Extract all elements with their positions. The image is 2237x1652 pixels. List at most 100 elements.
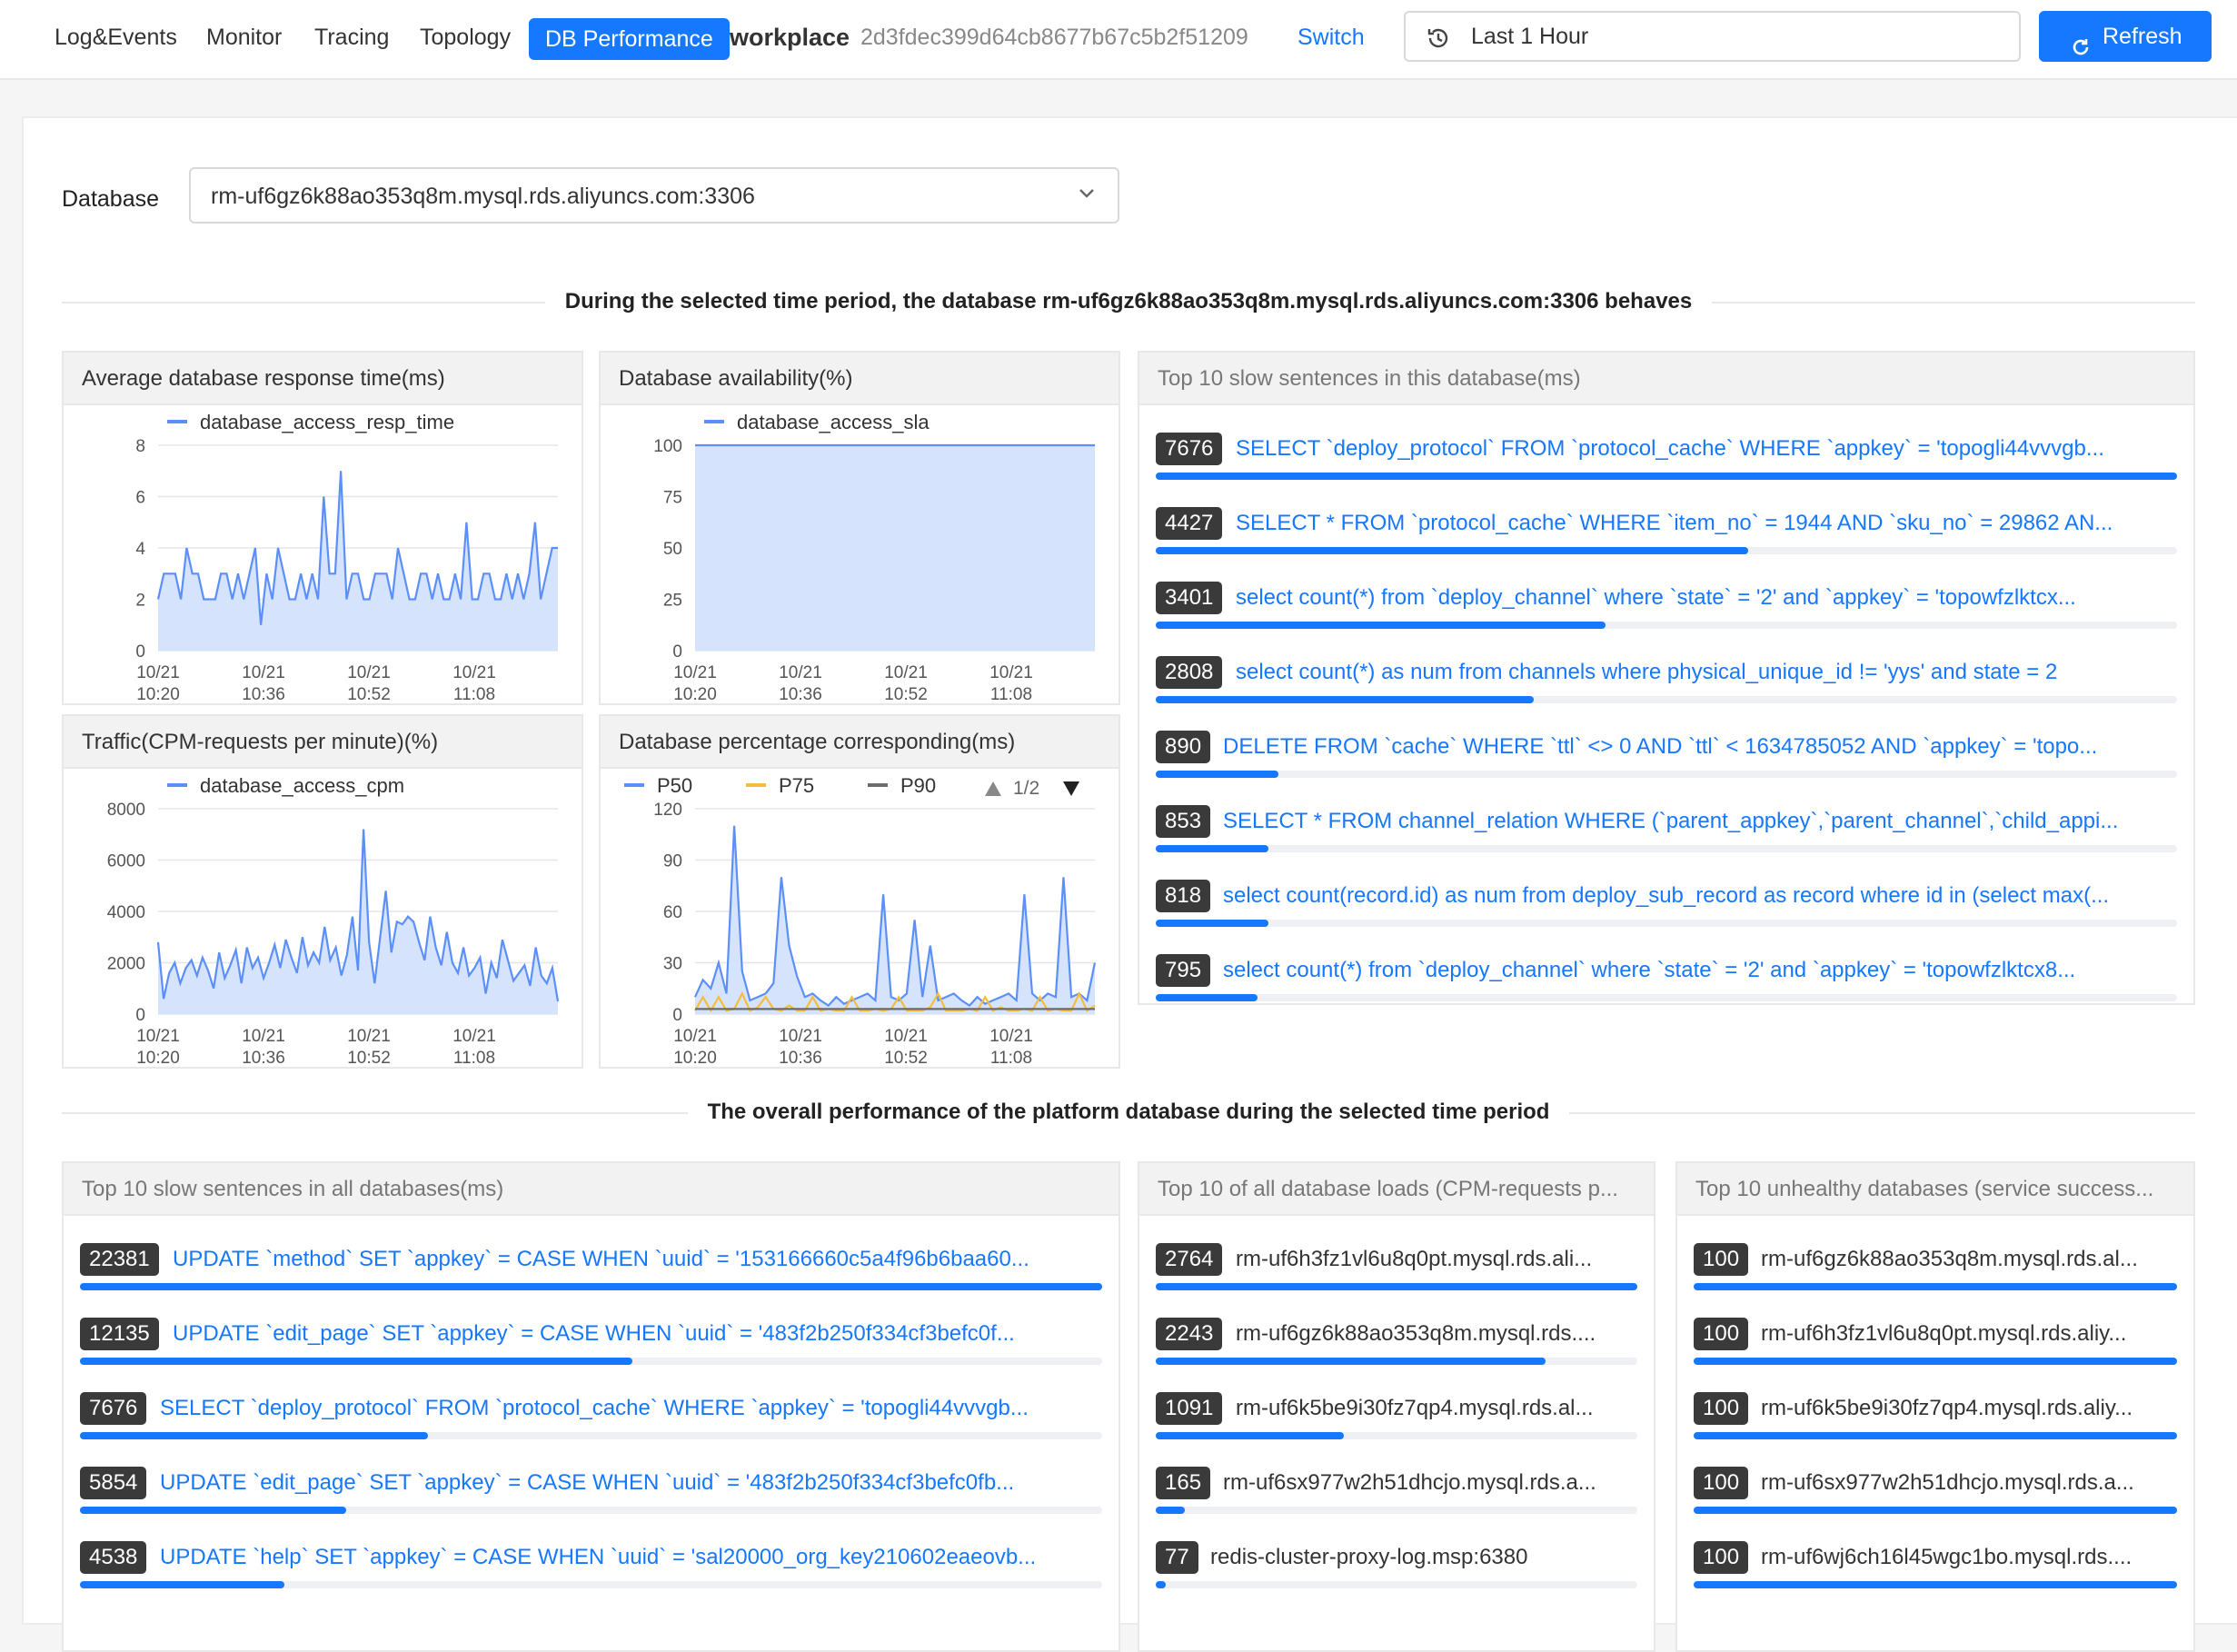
- list-item: 100 rm-uf6h3fz1vl6u8q0pt.mysql.rds.aliy..…: [1694, 1310, 2177, 1385]
- legend-label[interactable]: database_access_resp_time: [200, 411, 454, 433]
- tab-db-performance[interactable]: DB Performance: [529, 18, 730, 60]
- history-clock-icon: [1424, 24, 1453, 57]
- panel-title: Top 10 slow sentences in this database(m…: [1139, 353, 2193, 405]
- list-item[interactable]: 3401 select count(*) from `deploy_channel…: [1156, 574, 2177, 649]
- list-item: 100 rm-uf6sx977w2h51dhcjo.mysql.rds.a...: [1694, 1459, 2177, 1534]
- x-tick-label: 11:08: [453, 685, 495, 704]
- section-divider-platform: The overall performance of the platform …: [62, 1094, 2195, 1130]
- x-tick-label: 10/21: [347, 1027, 391, 1046]
- sql-statement-link[interactable]: select count(*) from `deploy_channel` wh…: [1223, 958, 2076, 982]
- progress-fill: [1156, 845, 1268, 852]
- sql-statement-link[interactable]: SELECT * FROM `protocol_cache` WHERE `it…: [1236, 511, 2113, 535]
- legend-label[interactable]: database_access_sla: [737, 411, 930, 433]
- progress-track: [80, 1358, 1102, 1365]
- list-item: 1091 rm-uf6k5be9i30fz7qp4.mysql.rds.al...: [1156, 1385, 1637, 1459]
- y-tick-label: 8000: [107, 801, 145, 820]
- list-item[interactable]: 22381 UPDATE `method` SET `appkey` = CASE…: [80, 1236, 1102, 1310]
- sql-statement-link[interactable]: SELECT * FROM channel_relation WHERE (`p…: [1223, 809, 2119, 833]
- database-select[interactable]: rm-uf6gz6k88ao353q8m.mysql.rds.aliyuncs.…: [189, 167, 1119, 224]
- progress-track: [1694, 1358, 2177, 1365]
- main-content: Database rm-uf6gz6k88ao353q8m.mysql.rds.…: [22, 116, 2237, 1652]
- section-divider-database: During the selected time period, the dat…: [62, 284, 2195, 320]
- progress-track: [1694, 1507, 2177, 1514]
- sql-statement-link[interactable]: UPDATE `help` SET `appkey` = CASE WHEN `…: [160, 1545, 1037, 1569]
- progress-track: [1156, 547, 2177, 554]
- progress-track: [80, 1283, 1102, 1290]
- list-item: 2243 rm-uf6gz6k88ao353q8m.mysql.rds....: [1156, 1310, 1637, 1385]
- list-item[interactable]: 5854 UPDATE `edit_page` SET `appkey` = CA…: [80, 1459, 1102, 1534]
- list-item[interactable]: 7676 SELECT `deploy_protocol` FROM `proto…: [1156, 425, 2177, 500]
- section-title-database: During the selected time period, the dat…: [544, 289, 1713, 313]
- sql-statement-link[interactable]: select count(*) from `deploy_channel` wh…: [1236, 585, 2076, 610]
- database-name: rm-uf6gz6k88ao353q8m.mysql.rds....: [1236, 1321, 1596, 1346]
- progress-track: [1156, 622, 2177, 629]
- progress-track: [80, 1432, 1102, 1439]
- progress-fill: [80, 1507, 346, 1514]
- value-badge: 3401: [1156, 582, 1223, 614]
- sql-statement-link[interactable]: select count(*) as num from channels whe…: [1236, 660, 2058, 684]
- x-tick-label: 11:08: [453, 1049, 495, 1068]
- tab-monitor[interactable]: Monitor: [206, 25, 283, 50]
- value-badge: 2808: [1156, 656, 1223, 689]
- progress-fill: [1694, 1581, 2177, 1588]
- top-bar: Log&Events Monitor Tracing Topology DB P…: [0, 0, 2237, 80]
- progress-fill: [1156, 920, 1268, 927]
- time-range-picker[interactable]: Last 1 Hour: [1404, 11, 2021, 62]
- refresh-icon: [2070, 25, 2092, 76]
- value-badge: 100: [1694, 1392, 1749, 1425]
- progress-track: [1694, 1581, 2177, 1588]
- panel-top-slow-all: Top 10 slow sentences in all databases(m…: [62, 1161, 1120, 1652]
- sql-statement-link[interactable]: SELECT `deploy_protocol` FROM `protocol_…: [1236, 436, 2104, 461]
- value-badge: 100: [1694, 1318, 1749, 1350]
- sql-statement-link[interactable]: DELETE FROM `cache` WHERE `ttl` <> 0 AND…: [1223, 734, 2098, 759]
- sql-statement-link[interactable]: select count(record.id) as num from depl…: [1223, 883, 2110, 908]
- y-tick-label: 0: [135, 642, 145, 662]
- list-item[interactable]: 818 select count(record.id) as num from d…: [1156, 872, 2177, 947]
- value-badge: 818: [1156, 880, 1211, 912]
- legend-label[interactable]: P90: [900, 774, 936, 797]
- list-item[interactable]: 4427 SELECT * FROM `protocol_cache` WHERE…: [1156, 500, 2177, 574]
- legend-label[interactable]: database_access_cpm: [200, 774, 404, 797]
- list-item[interactable]: 853 SELECT * FROM channel_relation WHERE …: [1156, 798, 2177, 872]
- series-line-database-access-resp-time: [156, 471, 558, 625]
- list-item[interactable]: 2808 select count(*) as num from channels…: [1156, 649, 2177, 723]
- legend-label[interactable]: P50: [657, 774, 692, 797]
- sql-statement-link[interactable]: UPDATE `edit_page` SET `appkey` = CASE W…: [160, 1470, 1015, 1495]
- list-item[interactable]: 795 select count(*) from `deploy_channel`…: [1156, 947, 2177, 1021]
- traffic-chart: 0 2000 4000 6000 8000 10/21 10:20 10/21 10:36 10/…: [107, 774, 560, 1068]
- sql-statement-link[interactable]: UPDATE `edit_page` SET `appkey` = CASE W…: [173, 1321, 1015, 1346]
- list-item[interactable]: 12135 UPDATE `edit_page` SET `appkey` = C…: [80, 1310, 1102, 1385]
- value-badge: 2243: [1156, 1318, 1223, 1350]
- switch-workspace-link[interactable]: Switch: [1297, 25, 1365, 50]
- y-tick-label: 50: [663, 540, 682, 559]
- progress-track: [1156, 696, 2177, 703]
- list-item[interactable]: 4538 UPDATE `help` SET `appkey` = CASE WH…: [80, 1534, 1102, 1608]
- tab-topology[interactable]: Topology: [420, 25, 512, 50]
- panel-title: Top 10 slow sentences in all databases(m…: [64, 1163, 1118, 1216]
- y-tick-label: 75: [663, 489, 682, 508]
- x-tick-label: 10/21: [779, 1027, 822, 1046]
- x-tick-label: 10/21: [779, 663, 822, 682]
- tab-tracing[interactable]: Tracing: [314, 25, 390, 50]
- tab-log-events[interactable]: Log&Events: [55, 25, 177, 50]
- series-area: [158, 829, 558, 1014]
- panel-title: Top 10 of all database loads (CPM-reques…: [1139, 1163, 1654, 1216]
- series-area: [695, 445, 1095, 651]
- legend-prev-icon[interactable]: [985, 781, 1001, 796]
- y-tick-label: 120: [653, 801, 682, 820]
- sql-statement-link[interactable]: SELECT `deploy_protocol` FROM `protocol_…: [160, 1396, 1029, 1420]
- progress-track: [1156, 1283, 1637, 1290]
- refresh-button[interactable]: Refresh: [2039, 11, 2212, 62]
- legend-label[interactable]: P75: [779, 774, 814, 797]
- slow-sentence-list: 22381 UPDATE `method` SET `appkey` = CASE…: [80, 1236, 1102, 1608]
- list-item[interactable]: 7676 SELECT `deploy_protocol` FROM `proto…: [80, 1385, 1102, 1459]
- value-badge: 100: [1694, 1467, 1749, 1499]
- progress-track: [80, 1507, 1102, 1514]
- progress-fill: [1694, 1432, 2177, 1439]
- progress-fill: [80, 1283, 1102, 1290]
- list-item[interactable]: 890 DELETE FROM `cache` WHERE `ttl` <> 0 …: [1156, 723, 2177, 798]
- x-tick-label: 11:08: [990, 1049, 1032, 1068]
- sql-statement-link[interactable]: UPDATE `method` SET `appkey` = CASE WHEN…: [173, 1247, 1029, 1271]
- progress-track: [1156, 920, 2177, 927]
- legend-next-icon[interactable]: [1063, 781, 1079, 796]
